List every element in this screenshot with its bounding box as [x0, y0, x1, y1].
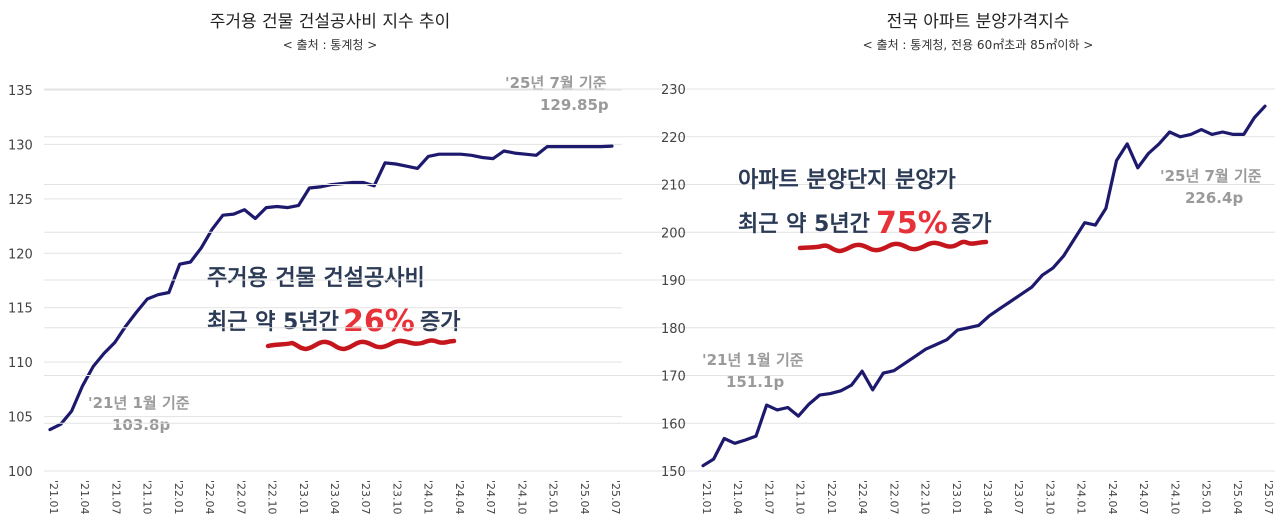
x-tick-label: '23.01 — [297, 480, 310, 515]
x-tick-label: '25.04 — [1231, 480, 1244, 515]
y-tick-label: 130 — [8, 138, 33, 153]
callout-line2-suffix: 증가 — [951, 212, 991, 237]
y-axis-ticks: 150 160 170 180 190 200 210 220 230 — [661, 83, 686, 480]
x-tick-label: '22.10 — [919, 480, 932, 515]
y-tick-label: 230 — [661, 83, 686, 98]
y-tick-label: 170 — [661, 370, 686, 385]
series-line — [701, 104, 1267, 468]
x-tick-label: '21.01 — [47, 480, 60, 515]
start-annotation-value: 151.1p — [726, 373, 784, 391]
x-tick-label: '24.04 — [453, 480, 466, 515]
y-tick-label: 110 — [8, 356, 33, 371]
y-tick-label: 180 — [661, 322, 686, 337]
x-tick-label: '21.10 — [141, 480, 154, 515]
chart-subtitle: < 출처 : 통계청 > — [283, 38, 378, 52]
start-annotation-value: 103.8p — [112, 416, 170, 434]
callout-highlight: 75% — [876, 206, 948, 241]
y-tick-label: 210 — [661, 179, 686, 194]
callout-line2-prefix: 최근 약 5년간 — [738, 212, 870, 237]
y-tick-label: 120 — [8, 247, 33, 262]
x-tick-label: '21.04 — [731, 480, 744, 515]
x-tick-label: '24.07 — [1137, 480, 1150, 515]
x-tick-label: '25.01 — [547, 480, 560, 515]
x-tick-label: '24.01 — [422, 480, 435, 515]
y-tick-label: 100 — [8, 465, 33, 480]
end-annotation-label: '25년 7월 기준 — [1160, 167, 1262, 185]
chart-apartment-price: 전국 아파트 분양가격지수 < 출처 : 통계청, 전용 60㎡초과 85㎡이하… — [44, 12, 1275, 515]
x-tick-label: '22.04 — [203, 480, 216, 515]
x-tick-label: '24.10 — [515, 480, 528, 515]
x-axis-ticks: '21.01 '21.04 '21.07 '21.10 '22.01 '22.04 '22.… — [47, 480, 622, 515]
y-tick-label: 160 — [661, 417, 686, 432]
callout-line1: 아파트 분양단지 분양가 — [738, 168, 956, 193]
x-tick-label: '22.01 — [172, 480, 185, 515]
y-tick-label: 190 — [661, 274, 686, 289]
x-tick-label: '25.07 — [1262, 480, 1275, 515]
x-tick-label: '23.04 — [328, 480, 341, 515]
x-tick-label: '22.07 — [234, 480, 247, 515]
highlight-squiggle — [797, 239, 989, 254]
callout-line2-suffix: 증가 — [420, 310, 460, 335]
end-annotation-value: 226.4p — [1185, 189, 1243, 207]
x-tick-label: '22.04 — [856, 480, 869, 515]
start-annotation-label: '21년 1월 기준 — [702, 351, 804, 369]
x-tick-label: '23.01 — [950, 480, 963, 515]
y-tick-label: 150 — [661, 465, 686, 480]
highlight-squiggle — [265, 338, 457, 352]
x-tick-label: '25.04 — [578, 480, 591, 515]
x-tick-label: '22.07 — [887, 480, 900, 515]
x-tick-label: '24.07 — [484, 480, 497, 515]
x-tick-label: '24.01 — [1075, 480, 1088, 515]
y-tick-label: 125 — [8, 193, 33, 208]
y-tick-label: 200 — [661, 226, 686, 241]
chart-title: 전국 아파트 분양가격지수 — [887, 12, 1070, 32]
end-annotation-label: '25년 7월 기준 — [505, 74, 607, 92]
x-tick-label: '22.10 — [266, 480, 279, 515]
y-axis-ticks: 100 105 110 115 120 125 130 135 — [8, 84, 33, 480]
x-tick-label: '25.01 — [1200, 480, 1213, 515]
chart-construction-cost: 주거용 건물 건설공사비 지수 추이 < 출처 : 통계청 > 100 105 11… — [8, 12, 622, 515]
chart-title: 주거용 건물 건설공사비 지수 추이 — [210, 12, 451, 32]
callout-line1: 주거용 건물 건설공사비 — [207, 266, 425, 291]
y-tick-label: 135 — [8, 84, 33, 99]
x-tick-label: '21.04 — [78, 480, 91, 515]
callout-highlight: 26% — [343, 304, 415, 339]
x-tick-label: '21.07 — [762, 480, 775, 515]
x-tick-label: '23.10 — [390, 480, 403, 515]
y-tick-label: 220 — [661, 131, 686, 146]
x-tick-label: '23.04 — [981, 480, 994, 515]
x-tick-label: '23.10 — [1043, 480, 1056, 515]
x-tick-label: '21.10 — [794, 480, 807, 515]
x-tick-label: '24.10 — [1168, 480, 1181, 515]
x-tick-label: '21.01 — [700, 480, 713, 515]
x-tick-label: '23.07 — [359, 480, 372, 515]
x-tick-label: '25.07 — [609, 480, 622, 515]
x-axis-ticks: '21.01 '21.04 '21.07 '21.10 '22.01 '22.04 '22.… — [700, 480, 1275, 515]
y-tick-label: 115 — [8, 302, 33, 317]
grid-lines — [44, 88, 1275, 472]
x-tick-label: '24.04 — [1106, 480, 1119, 515]
callout-line2-prefix: 최근 약 5년간 — [207, 310, 339, 335]
x-tick-label: '22.01 — [825, 480, 838, 515]
series-lines — [701, 104, 1267, 468]
y-tick-label: 105 — [8, 411, 33, 426]
x-tick-label: '23.07 — [1012, 480, 1025, 515]
x-tick-label: '21.07 — [109, 480, 122, 515]
chart-subtitle: < 출처 : 통계청, 전용 60㎡초과 85㎡이하 > — [863, 38, 1094, 52]
start-annotation-label: '21년 1월 기준 — [88, 394, 190, 412]
end-annotation-value: 129.85p — [540, 96, 609, 114]
